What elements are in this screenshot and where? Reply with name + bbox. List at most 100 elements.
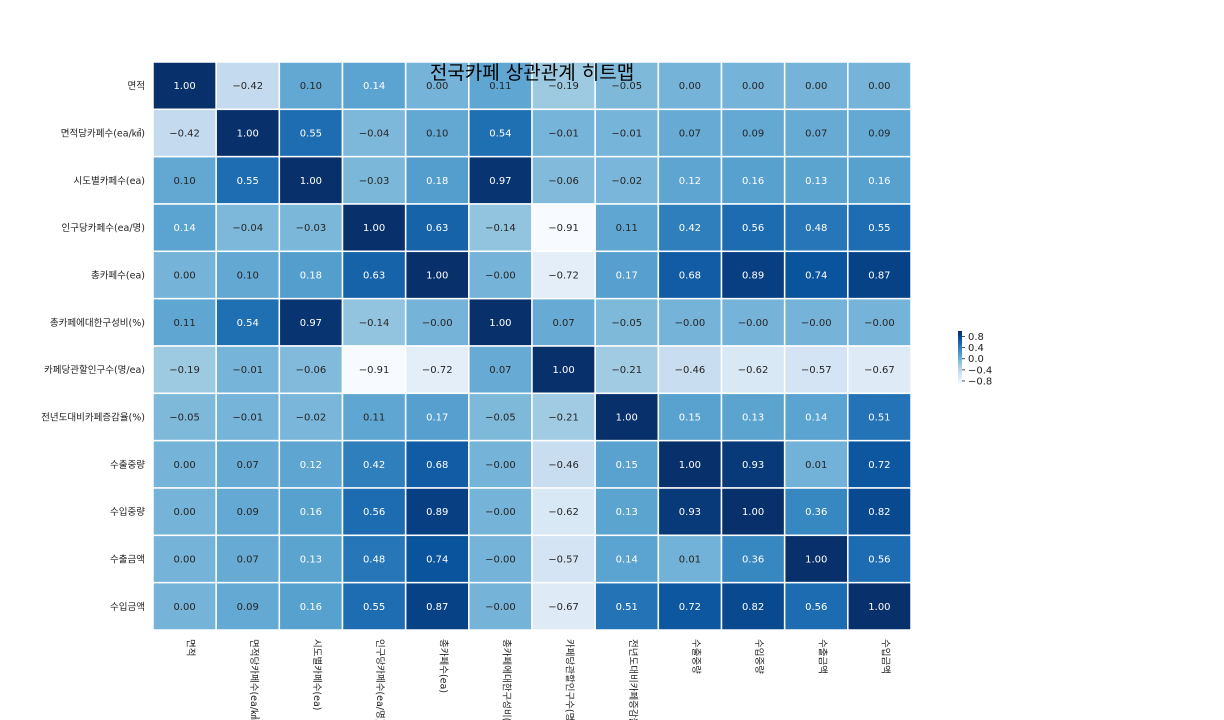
colorbar-segment [958,376,962,378]
heatmap-cell [783,61,849,111]
cell-value-label: −0.01 [611,129,642,140]
column-tick-label: 수출중량 [690,639,702,674]
cell-value-label: 0.74 [805,271,827,282]
heatmap-cell [152,297,217,347]
cell-value-label: −0.91 [548,223,579,234]
colorbar-segment [958,358,962,361]
cell-value-label: 0.18 [300,271,322,282]
cell-value-label: 0.74 [426,555,448,566]
heatmap-cell [594,203,660,253]
cell-value-label: 0.56 [742,223,764,234]
heatmap-cell [531,581,596,631]
cell-value-label: 1.00 [300,176,322,187]
cell-value-label: 0.63 [426,223,448,234]
cell-value-label: 0.01 [805,460,827,471]
cell-value-label: 0.97 [300,318,322,329]
colorbar-segment [958,349,962,352]
colorbar-segment [958,336,962,339]
cell-value-label: −0.00 [485,460,516,471]
cell-value-label: −0.02 [611,176,642,187]
column-tick-label: 총카페수(ea) [437,639,448,693]
cell-value-label: 0.00 [742,81,764,92]
heatmap-cell [657,487,723,537]
heatmap-cell [847,61,912,111]
cell-value-label: 0.09 [742,129,764,140]
cell-value-label: −0.42 [169,129,200,140]
cell-value-label: 1.00 [616,413,638,424]
heatmap-cell [215,61,281,111]
colorbar-segment [958,372,962,374]
colorbar-segment [958,352,962,355]
heatmap-cell [531,392,596,442]
heatmap-cell [278,487,344,537]
row-tick-label: 면적당카페수(ea/㎢) [61,128,145,140]
cell-value-label: 0.07 [805,129,827,140]
heatmap-cell [594,345,660,395]
colorbar-segment [958,360,962,362]
heatmap-cell [404,250,470,300]
cell-value-label: −0.57 [801,365,832,376]
cell-value-label: −0.00 [864,318,895,329]
heatmap-cell [531,155,596,205]
cell-value-label: 0.17 [616,271,638,282]
cell-value-label: 0.56 [363,507,385,518]
cell-value-label: 1.00 [363,223,385,234]
cell-value-label: 0.09 [237,507,259,518]
heatmap-cell [468,155,533,205]
heatmap-cell [404,108,470,158]
cell-value-label: 0.13 [742,413,764,424]
cell-value-label: 0.55 [237,176,259,187]
heatmap-cell [720,487,786,537]
cell-value-label: 0.82 [868,507,890,518]
heatmap-cell [594,487,660,537]
cell-value-label: −0.19 [548,81,579,92]
cell-value-label: 0.00 [173,555,195,566]
cell-value-label: 0.00 [805,81,827,92]
heatmap-cell [531,250,596,300]
cell-value-label: 0.87 [426,602,448,613]
cell-value-label: 0.14 [805,413,827,424]
heatmap-cell [783,155,849,205]
cell-value-label: 0.09 [868,129,890,140]
cell-value-label: −0.00 [485,602,516,613]
cell-value-label: 1.00 [805,555,827,566]
cell-value-label: 0.72 [679,602,701,613]
cell-value-label: 0.36 [742,555,764,566]
cell-value-label: 0.10 [300,81,322,92]
heatmap-cell [215,155,281,205]
heatmap-cell [847,203,912,253]
row-tick-label: 총카페수(ea) [91,271,145,282]
cell-value-label: −0.91 [359,365,390,376]
cell-value-label: −0.00 [738,318,769,329]
cell-value-label: −0.05 [611,318,642,329]
heatmap-cell [531,487,596,537]
column-tick-label: 면적 [185,639,197,656]
cell-value-label: 0.13 [616,507,638,518]
cell-value-label: −0.06 [296,365,327,376]
cell-value-label: 0.17 [426,413,448,424]
cell-value-label: 1.00 [173,81,195,92]
heatmap-cell [215,487,281,537]
row-tick-label: 면적 [128,80,145,92]
cell-value-label: −0.05 [169,413,200,424]
heatmap-cell [657,439,723,489]
heatmap-cell [720,108,786,158]
cell-value-label: 1.00 [679,460,701,471]
heatmap-cell [783,581,849,631]
heatmap-cell [152,61,217,111]
heatmap-cell [468,487,533,537]
cell-value-label: 0.13 [805,176,827,187]
cell-value-label: −0.62 [738,365,769,376]
heatmap-cell [278,203,344,253]
column-tick-label: 수입중량 [753,639,765,674]
colorbar-tick-label: −0.4 [968,365,992,376]
cell-value-label: 0.00 [426,81,448,92]
cell-value-label: 0.55 [363,602,385,613]
cell-value-label: 0.82 [742,602,764,613]
colorbar-segment [958,346,962,349]
heatmap-cell [404,487,470,537]
heatmap-cell [341,297,407,347]
colorbar-segment [958,374,962,377]
heatmap-cell [720,203,786,253]
heatmap-cell [531,297,596,347]
